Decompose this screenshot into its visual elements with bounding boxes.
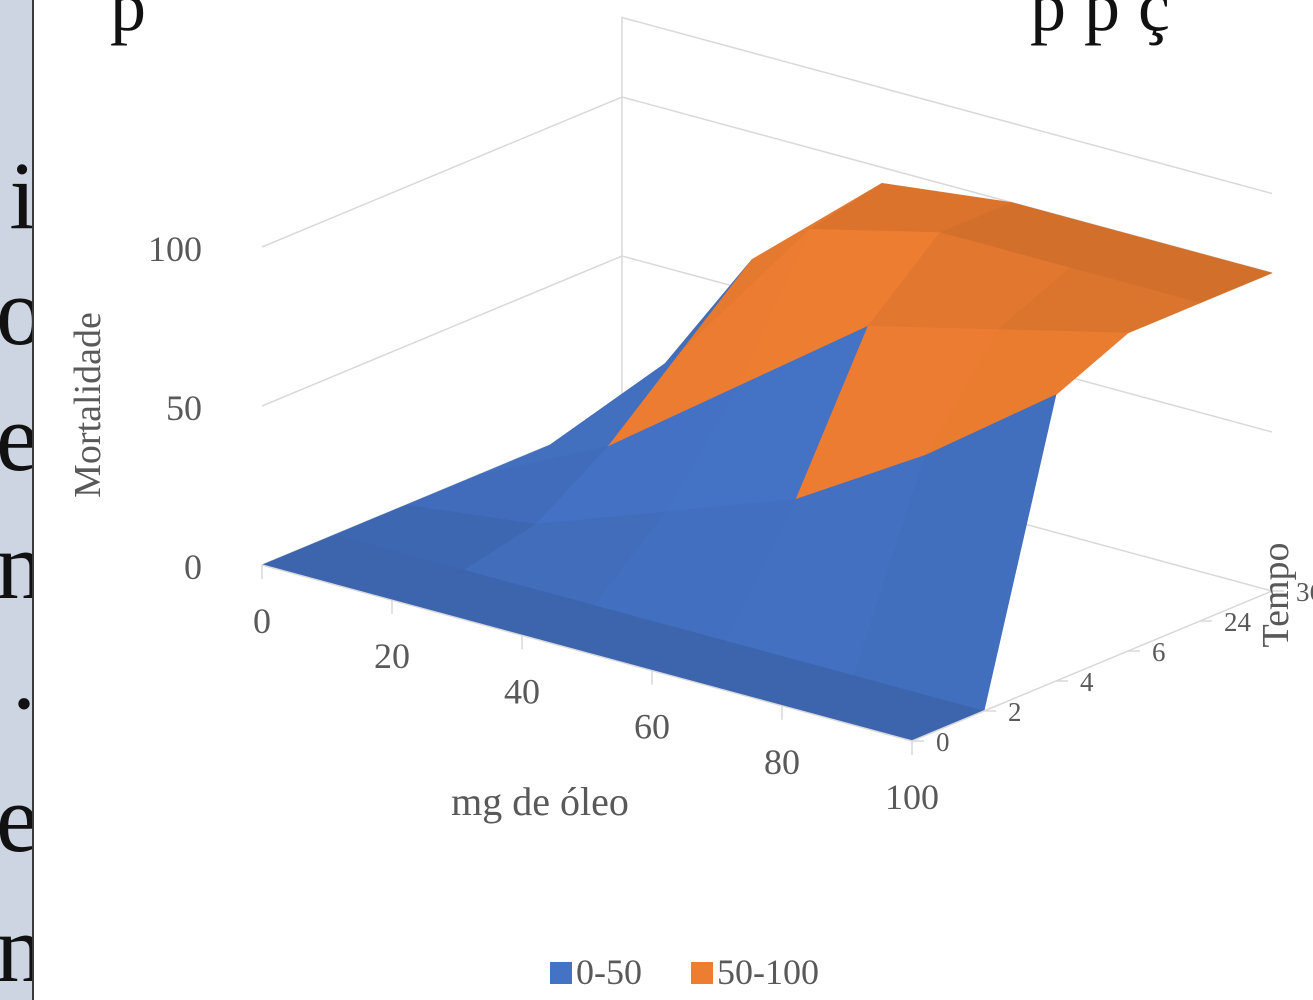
legend-swatch-50-100 (691, 962, 713, 984)
legend-label-0-50: 0-50 (576, 952, 642, 992)
depth-tick-label: 36 (1296, 577, 1313, 607)
z-axis-title: Mortalidade (67, 312, 109, 498)
z-tick-label: 0 (184, 547, 202, 587)
axes: 02040608010002462436050100 (148, 229, 1313, 817)
left-panel-letter: . (12, 622, 34, 729)
x-tick-label: 100 (885, 777, 939, 817)
depth-axis-title: Tempo (1255, 543, 1297, 648)
chart-title-fragment-left: p (110, 0, 146, 46)
grid-frame (621, 16, 1273, 415)
left-panel-letter: n (0, 901, 32, 997)
x-axis-line (261, 564, 913, 742)
x-tick-label: 80 (764, 742, 800, 782)
left-panel-letter: e (0, 771, 32, 867)
depth-tick-label: 0 (936, 727, 950, 757)
z-tick-label: 100 (148, 229, 202, 269)
depth-tick-label: 4 (1080, 667, 1094, 697)
legend-label-50-100: 50-100 (717, 952, 819, 992)
left-panel-letter: o (0, 264, 32, 360)
depth-axis-line (911, 590, 1273, 742)
legend-swatch-0-50 (550, 962, 572, 984)
depth-tick-label: 6 (1152, 637, 1166, 667)
left-panel: i o e n . e n (0, 0, 34, 1000)
depth-tick-label: 24 (1224, 607, 1252, 637)
x-tick-label: 60 (634, 707, 670, 747)
left-panel-letter: e (0, 390, 32, 486)
legend: 0-50 50-100 (550, 952, 819, 992)
surface-plot (261, 183, 1273, 742)
x-tick-label: 40 (504, 671, 540, 711)
x-tick-label: 0 (253, 601, 271, 641)
x-tick-label: 20 (374, 636, 410, 676)
chart-title-fragment-right: p p ç (1030, 0, 1170, 46)
left-panel-letter: i (9, 142, 34, 249)
x-axis-title: mg de óleo (451, 779, 629, 824)
z-tick-label: 50 (166, 388, 202, 428)
depth-tick-label: 2 (1008, 697, 1022, 727)
left-panel-letter: n (0, 518, 32, 614)
